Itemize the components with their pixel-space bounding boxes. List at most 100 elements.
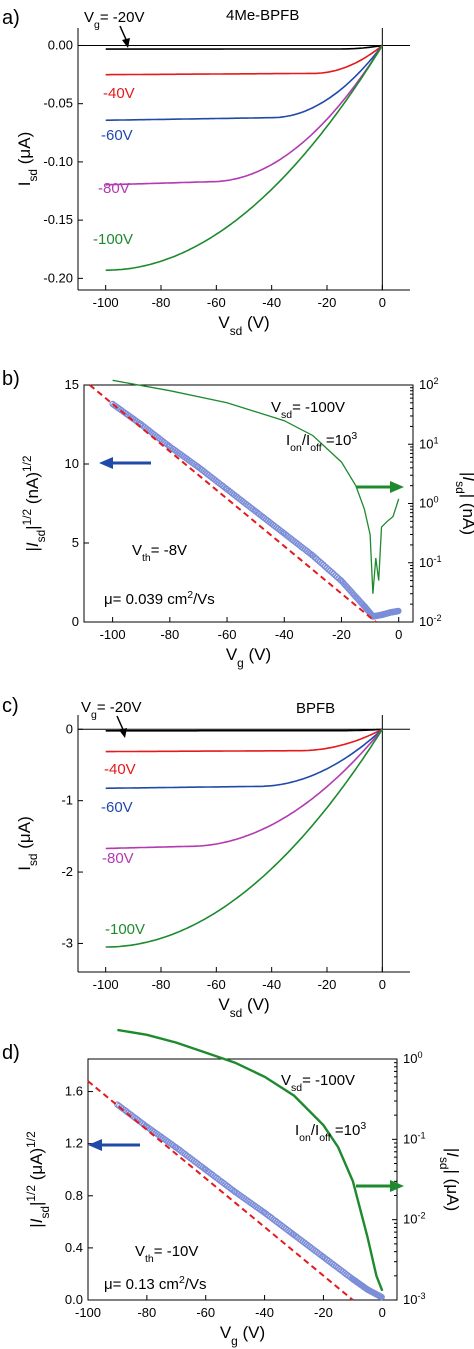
x-tick-label: -20 <box>314 1305 333 1320</box>
annotation-vth: Vth= -10V <box>135 1243 198 1265</box>
series-line <box>105 45 383 271</box>
chart-title: BPFB <box>296 700 335 717</box>
x-axis-label: Vsd (V) <box>218 995 269 1020</box>
y2-tick-label: 10-2 <box>419 613 442 629</box>
series-line <box>105 44 383 50</box>
series-line <box>105 728 383 850</box>
left-arrow-head <box>88 1139 102 1151</box>
x-tick-label: -40 <box>262 295 281 310</box>
series-line <box>105 728 383 753</box>
y-tick-label: 10 <box>65 456 79 471</box>
chart-title: 4Me-BPFB <box>226 7 299 24</box>
arrow-head <box>119 728 127 738</box>
y2-axis-label: |Isd| (nA) <box>453 472 474 535</box>
series-label: -40V <box>104 761 136 778</box>
x-tick-label: -100 <box>93 977 119 992</box>
panel-label: a) <box>2 7 20 29</box>
sqrt-marker <box>395 607 402 615</box>
x-tick-label: -100 <box>100 627 126 642</box>
y-tick-label: 5 <box>72 535 79 550</box>
x-tick-label: 0 <box>379 295 386 310</box>
x-tick-label: -60 <box>207 295 226 310</box>
right-arrow-head <box>390 481 404 493</box>
right-arrow-head <box>390 1180 404 1192</box>
sqrt-marker <box>320 561 327 568</box>
x-tick-label: -20 <box>318 977 337 992</box>
series-line <box>105 728 383 790</box>
sqrt-marker <box>318 560 325 567</box>
series-line <box>105 728 383 948</box>
x-tick-label: -100 <box>75 1305 101 1320</box>
y2-tick-label: 10-2 <box>403 1211 426 1227</box>
plot-frame <box>87 1058 398 1301</box>
y-tick-label: 0 <box>72 614 79 629</box>
series-label: -100V <box>105 921 145 938</box>
y-axis-label: Isd (μA) <box>15 132 40 186</box>
series-line <box>105 728 383 732</box>
log-current-line <box>112 379 400 594</box>
arrow-head <box>122 38 130 48</box>
x-tick-label: -80 <box>152 977 171 992</box>
x-tick-label: 0 <box>395 627 402 642</box>
y-tick-label: -1 <box>61 793 73 808</box>
series-line <box>105 45 383 186</box>
x-tick-label: 0 <box>379 1305 386 1320</box>
annotation-onoff: Ion/Ioff =103 <box>286 430 357 454</box>
y2-tick-label: 102 <box>419 376 439 392</box>
log-current-line <box>117 1028 384 1292</box>
linear-fit <box>89 384 377 623</box>
series-label: -100V <box>93 231 133 248</box>
y-tick-label: 0.00 <box>48 37 73 52</box>
x-tick-label: 0 <box>379 977 386 992</box>
sqrt-marker <box>378 1293 385 1301</box>
y-tick-label: -0.15 <box>43 212 73 227</box>
panel-label: d) <box>2 1042 20 1064</box>
y2-tick-label: 100 <box>419 495 439 511</box>
annotation-mobility: μ= 0.039 cm2/Vs <box>104 589 215 608</box>
y-tick-label: -0.10 <box>43 154 73 169</box>
y2-tick-label: 10-1 <box>419 554 442 570</box>
series-label: -40V <box>103 85 135 102</box>
left-arrow-head <box>99 457 113 469</box>
series-label: Vg= -20V <box>84 9 144 31</box>
y-axis-label: |Isd|1/2 (nA)1/2 <box>20 455 48 551</box>
y-tick-label: 0.0 <box>65 1292 83 1307</box>
y2-tick-label: 10-3 <box>403 1291 426 1307</box>
x-tick-label: -60 <box>207 977 226 992</box>
x-tick-label: -40 <box>262 977 281 992</box>
x-tick-label: -40 <box>275 627 294 642</box>
panel-c: -100 -80 -60 -40 -20 0 0 -1 -2 -3 Vsd (V) Isd (μA) B… <box>2 695 410 1020</box>
y-tick-label: -2 <box>61 864 73 879</box>
y-tick-label: 1.6 <box>65 1084 83 1099</box>
series-label: -60V <box>101 127 133 144</box>
y-axis-label: |Isd|1/2 (μA)1/2 <box>24 1131 52 1228</box>
x-tick-label: -60 <box>196 1305 215 1320</box>
x-axis-label: Vsd (V) <box>218 313 269 338</box>
annotation-vsd: Vsd= -100V <box>281 1072 355 1094</box>
y2-axis-label: |Isd| (μA) <box>437 1148 462 1211</box>
x-tick-label: -20 <box>318 295 337 310</box>
y2-tick-label: 100 <box>403 1050 423 1066</box>
annotation-vsd: Vsd= -100V <box>271 399 345 421</box>
y-tick-label: -0.05 <box>43 96 73 111</box>
panel-d: -100 -80 -60 -40 -20 0 0.0 0.4 0.8 1.2 1.6 10-3 10-2… <box>2 1028 462 1348</box>
y-tick-label: 0.8 <box>65 1188 83 1203</box>
series-label: Vg= -20V <box>81 699 141 721</box>
x-tick-label: -20 <box>332 627 351 642</box>
sqrt-marker <box>328 569 335 576</box>
y-tick-label: -0.20 <box>43 270 73 285</box>
x-tick-label: -60 <box>218 627 237 642</box>
series-label: -80V <box>102 850 134 867</box>
series-label: -80V <box>98 180 130 197</box>
x-axis-label: Vg (V) <box>226 645 271 670</box>
annotation-mobility: μ= 0.13 cm2/Vs <box>104 1274 206 1293</box>
x-tick-label: -80 <box>137 1305 156 1320</box>
series-label: -60V <box>101 799 133 816</box>
y2-tick-label: 101 <box>419 435 439 451</box>
x-axis-label: Vg (V) <box>220 1323 265 1348</box>
annotation-vth: Vth= -8V <box>132 542 187 564</box>
panel-a: -100 -80 -60 -40 -20 0 0.00 -0.05 -0.10 -0.15 -0.2… <box>2 7 410 338</box>
x-tick-label: -40 <box>255 1305 274 1320</box>
y2-tick-label: 10-1 <box>403 1130 426 1146</box>
